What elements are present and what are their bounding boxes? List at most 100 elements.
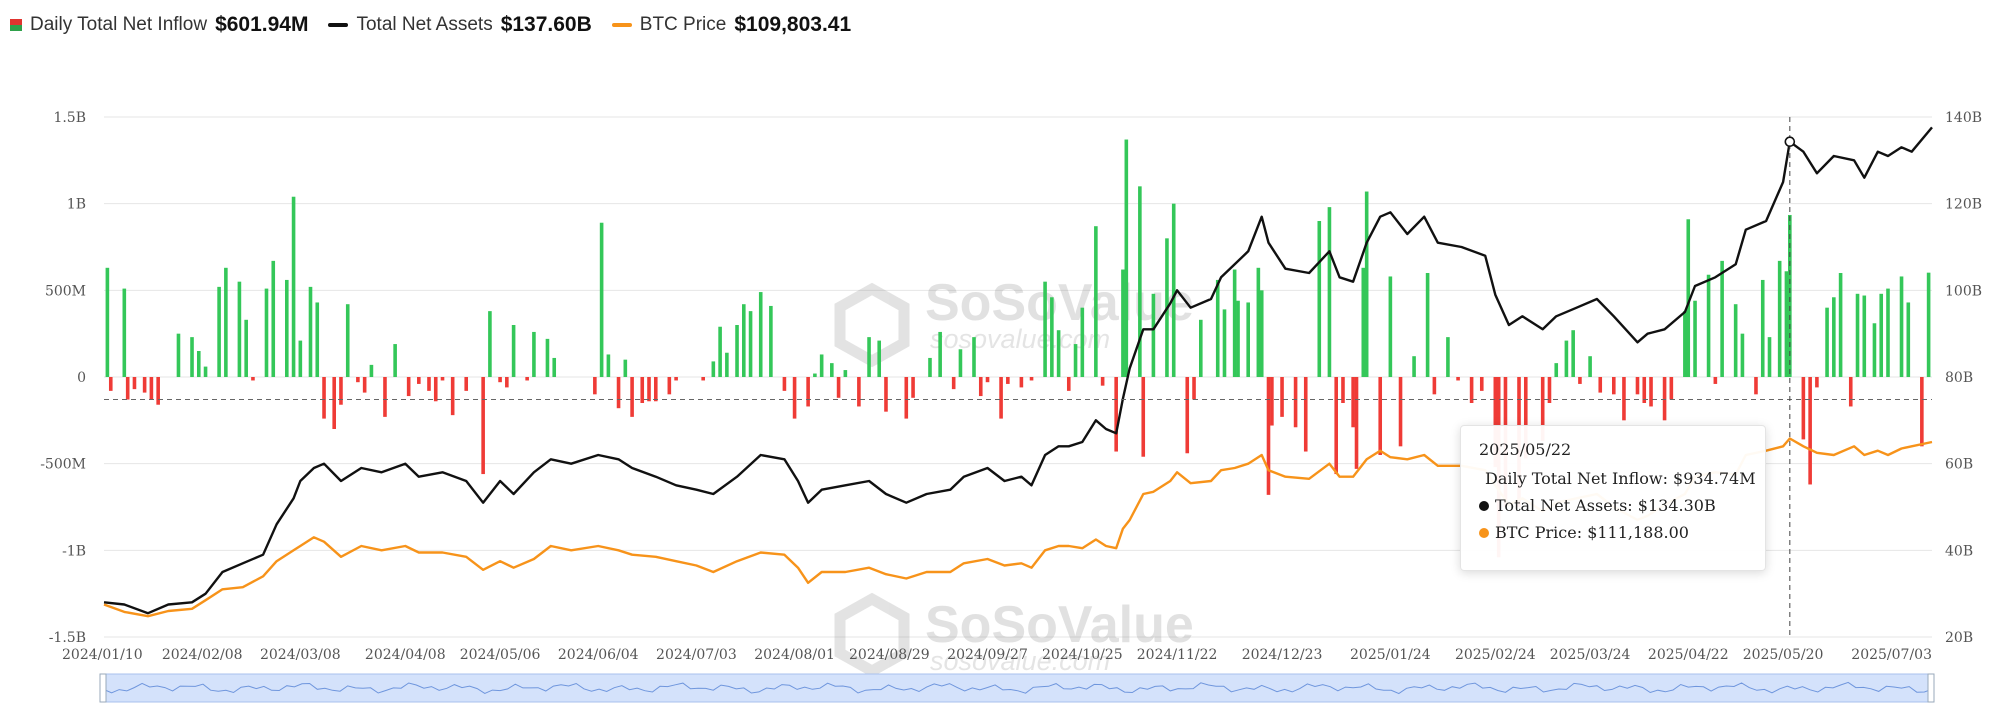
inflow-bar [1479,377,1484,391]
inflow-bar [806,377,810,407]
inflow-bar [1649,377,1653,407]
inflow-bar [1554,363,1559,377]
inflow-bar [1571,330,1575,377]
inflow-bar [1073,344,1078,377]
legend-item-btc[interactable]: BTC Price $109,803.41 [611,13,851,37]
inflow-bar [701,377,705,381]
inflow-bar [406,377,411,397]
y-left-tick-label: -1.5B [49,630,86,646]
x-tick-label: 2025/04/22 [1648,647,1729,663]
inflow-bar [1270,377,1274,426]
inflow-bar [1740,333,1745,377]
inflow-bar [1540,377,1545,442]
x-tick-label: 2024/02/08 [162,647,243,663]
inflow-bar [1598,377,1603,393]
inflow-bar [1862,295,1867,377]
inflow-bar [1121,269,1125,377]
inflow-bar [105,267,110,377]
inflow-bar [332,377,336,429]
inflow-bar [1832,297,1836,377]
inflow-bar [339,377,343,405]
inflow-bar [190,337,194,377]
inflow-bar [813,373,817,377]
inflow-bar [640,377,645,403]
inflow-bar [1215,279,1220,377]
zoom-brush[interactable] [99,673,1935,703]
net-assets-line [103,126,1933,615]
inflow-bar [1185,377,1190,454]
y-right-tick-label: 40B [1945,543,1973,559]
inflow-bar [1317,221,1322,377]
inflow-bar [217,286,221,377]
inflow-bar [1192,377,1196,400]
inflow-bar [1351,377,1355,428]
inflow-bar [1777,260,1782,377]
brush-window [103,673,1933,703]
inflow-bar [1920,377,1924,447]
watermark: SoSoValue sosovalue.com SoSoValue sosova… [834,274,1194,678]
inflow-bar [1760,279,1765,377]
x-tick-label: 2025/01/24 [1350,647,1431,663]
watermark-brand: SoSoValue [925,274,1194,332]
y-right-tick-label: 60B [1945,457,1973,473]
inflow-bar [972,337,976,377]
inflow-bar [1683,311,1687,377]
legend-inflow-value: $601.94M [215,13,309,36]
inflow-bar [1815,377,1819,388]
inflow-bar [369,364,374,377]
y-left-tick-label: 0 [77,370,86,386]
y-left-tick-label: 1B [67,197,86,213]
x-tick-label: 2024/09/27 [947,647,1028,663]
inflow-bar [345,304,350,377]
x-tick-label: 2024/10/25 [1042,647,1123,663]
legend-item-inflow[interactable]: Daily Total Net Inflow $601.94M [10,13,308,37]
inflow-bar [1848,377,1853,407]
y-right-tick-label: 140B [1945,110,1982,126]
inflow-bar [769,305,773,377]
y-right-tick-label: 20B [1945,630,1973,646]
inflow-bar [203,366,208,377]
inflow-bar [552,357,557,377]
watermark-bottom: SoSoValue sosovalue.com [834,592,1194,678]
inflow-bar [782,377,787,391]
x-tick-label: 2024/08/29 [849,647,930,663]
watermark-logo-icon [834,282,910,368]
inflow-bar [1199,319,1203,377]
inflow-bar [1720,260,1724,377]
inflow-bar [877,340,882,377]
inflow-bar [1412,356,1416,377]
inflow-bar [1523,377,1528,459]
inflow-bar [427,377,431,391]
x-tick-label: 2025/05/20 [1743,647,1824,663]
watermark-site: sosovalue.com [930,324,1110,354]
inflow-bar [1686,219,1691,377]
inflow-bar [1456,377,1460,381]
watermark-logo-icon [834,592,910,678]
tooltip-assets-text: Total Net Assets: $134.30B [1495,496,1716,515]
tooltip-row-btc: BTC Price: $111,188.00 [1479,523,1747,542]
inflow-bar [244,319,248,377]
inflow-bar [1642,377,1647,403]
inflow-bar [1564,340,1569,377]
legend-btc-label: BTC Price [639,14,727,35]
inflow-bar [1293,377,1298,428]
inflow-bar [393,344,397,377]
axes: 1.5B 1B 500M 0 -500M -1B -1.5B 140B 120B 100B 80B 6… [40,110,1982,663]
tooltip-date: 2025/05/22 [1479,440,1572,459]
inflow-bar [132,377,137,390]
inflow-bar [951,377,956,390]
inflow-bar [1006,377,1010,384]
inflow-bar [792,377,797,419]
inflow-bar [1354,377,1359,469]
inflow-bar [1754,377,1758,395]
x-tick-label: 2025/03/24 [1550,647,1631,663]
inflow-bar [1303,377,1308,452]
inflow-bar [748,311,753,377]
x-tick-label: 2024/05/06 [460,647,541,663]
inflow-bar [911,377,915,398]
inflow-bar [417,377,421,384]
legend-item-assets[interactable]: Total Net Assets $137.60B [328,13,592,37]
inflow-bar [819,354,824,377]
inflow-bar [308,286,313,377]
